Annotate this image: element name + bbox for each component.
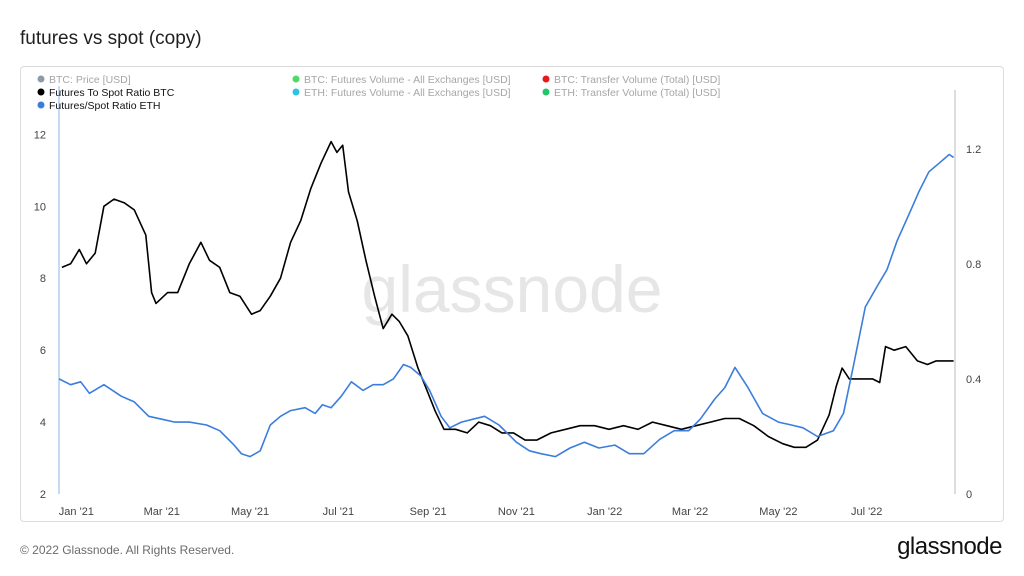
legend-item[interactable]: Futures/Spot Ratio ETH (37, 100, 161, 112)
left-tick-label: 12 (34, 129, 46, 141)
right-tick-label: 0.4 (966, 374, 981, 386)
x-tick-label: Jan '21 (59, 506, 94, 518)
legend-marker (292, 88, 300, 96)
legend-marker (37, 88, 45, 96)
left-tick-label: 6 (40, 345, 46, 357)
chart-title: futures vs spot (copy) (20, 28, 202, 49)
legend-marker (542, 88, 550, 96)
legend-label: Futures/Spot Ratio ETH (49, 100, 160, 112)
legend-item[interactable]: Futures To Spot Ratio BTC (37, 87, 175, 99)
left-tick-label: 8 (40, 273, 46, 285)
legend-label: BTC: Transfer Volume (Total) [USD] (554, 74, 720, 86)
series-line (58, 153, 955, 458)
x-tick-label: Mar '21 (144, 506, 180, 518)
left-tick-label: 10 (34, 201, 46, 213)
legend-item[interactable]: ETH: Futures Volume - All Exchanges [USD… (292, 87, 511, 99)
series-eth-ratio (58, 153, 955, 458)
series-layer (58, 140, 955, 458)
legend-label: Futures To Spot Ratio BTC (49, 87, 175, 99)
right-tick-label: 0.8 (966, 259, 981, 271)
right-tick-label: 1.2 (966, 144, 981, 156)
series-line (61, 140, 954, 449)
series-btc-ratio (61, 140, 954, 449)
x-tick-label: Sep '21 (410, 506, 447, 518)
legend-item[interactable]: ETH: Transfer Volume (Total) [USD] (542, 87, 721, 99)
watermark: glassnode (362, 252, 663, 326)
x-tick-label: Jan '22 (587, 506, 622, 518)
x-tick-label: Nov '21 (498, 506, 535, 518)
x-axis-ticks: Jan '21 Mar '21 May '21 Jul '21 Sep '21 Nov '… (59, 506, 883, 518)
legend-label: ETH: Transfer Volume (Total) [USD] (554, 87, 720, 99)
x-tick-label: Mar '22 (672, 506, 708, 518)
legend-marker (292, 75, 300, 83)
legend-item[interactable]: BTC: Futures Volume - All Exchanges [USD… (292, 74, 511, 86)
right-tick-label: 0 (966, 489, 972, 501)
legend: BTC: Price [USD] BTC: Futures Volume - Al… (37, 74, 721, 112)
left-axis-ticks: 2 4 6 8 10 12 (34, 129, 46, 501)
left-tick-label: 2 (40, 489, 46, 501)
legend-item[interactable]: BTC: Transfer Volume (Total) [USD] (542, 74, 721, 86)
legend-label: BTC: Futures Volume - All Exchanges [USD… (304, 74, 511, 86)
legend-marker (37, 75, 45, 83)
x-tick-label: May '22 (759, 506, 797, 518)
legend-item[interactable]: BTC: Price [USD] (37, 74, 131, 86)
legend-label: ETH: Futures Volume - All Exchanges [USD… (304, 87, 511, 99)
x-tick-label: Jul '22 (851, 506, 882, 518)
legend-marker (542, 75, 550, 83)
legend-label: BTC: Price [USD] (49, 74, 131, 86)
brand-logo: glassnode (897, 533, 1002, 560)
x-tick-label: May '21 (231, 506, 269, 518)
chart-panel (20, 66, 1004, 522)
copyright: © 2022 Glassnode. All Rights Reserved. (20, 543, 235, 557)
x-tick-label: Jul '21 (323, 506, 354, 518)
right-axis-ticks: 0 0.4 0.8 1.2 (966, 144, 981, 501)
left-tick-label: 4 (40, 417, 46, 429)
legend-marker (37, 101, 45, 109)
